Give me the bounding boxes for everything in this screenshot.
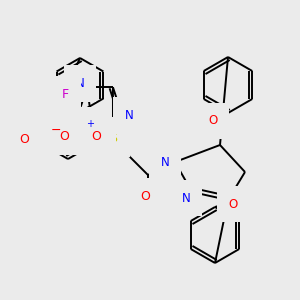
Text: N: N	[124, 109, 133, 122]
Text: N: N	[50, 123, 60, 136]
Text: O: O	[91, 130, 101, 142]
Text: N: N	[75, 119, 85, 133]
Text: N: N	[182, 191, 190, 205]
Text: O: O	[19, 133, 29, 146]
Text: O: O	[140, 190, 150, 203]
Text: O: O	[59, 130, 69, 142]
Text: O: O	[208, 115, 217, 128]
Text: N: N	[76, 77, 84, 90]
Text: F: F	[61, 88, 69, 101]
Text: −: −	[51, 124, 61, 136]
Text: N: N	[96, 128, 104, 142]
Text: S: S	[109, 131, 117, 145]
Text: N: N	[160, 155, 169, 169]
Text: O: O	[228, 197, 238, 211]
Text: +: +	[86, 119, 94, 129]
Text: H: H	[59, 129, 67, 139]
